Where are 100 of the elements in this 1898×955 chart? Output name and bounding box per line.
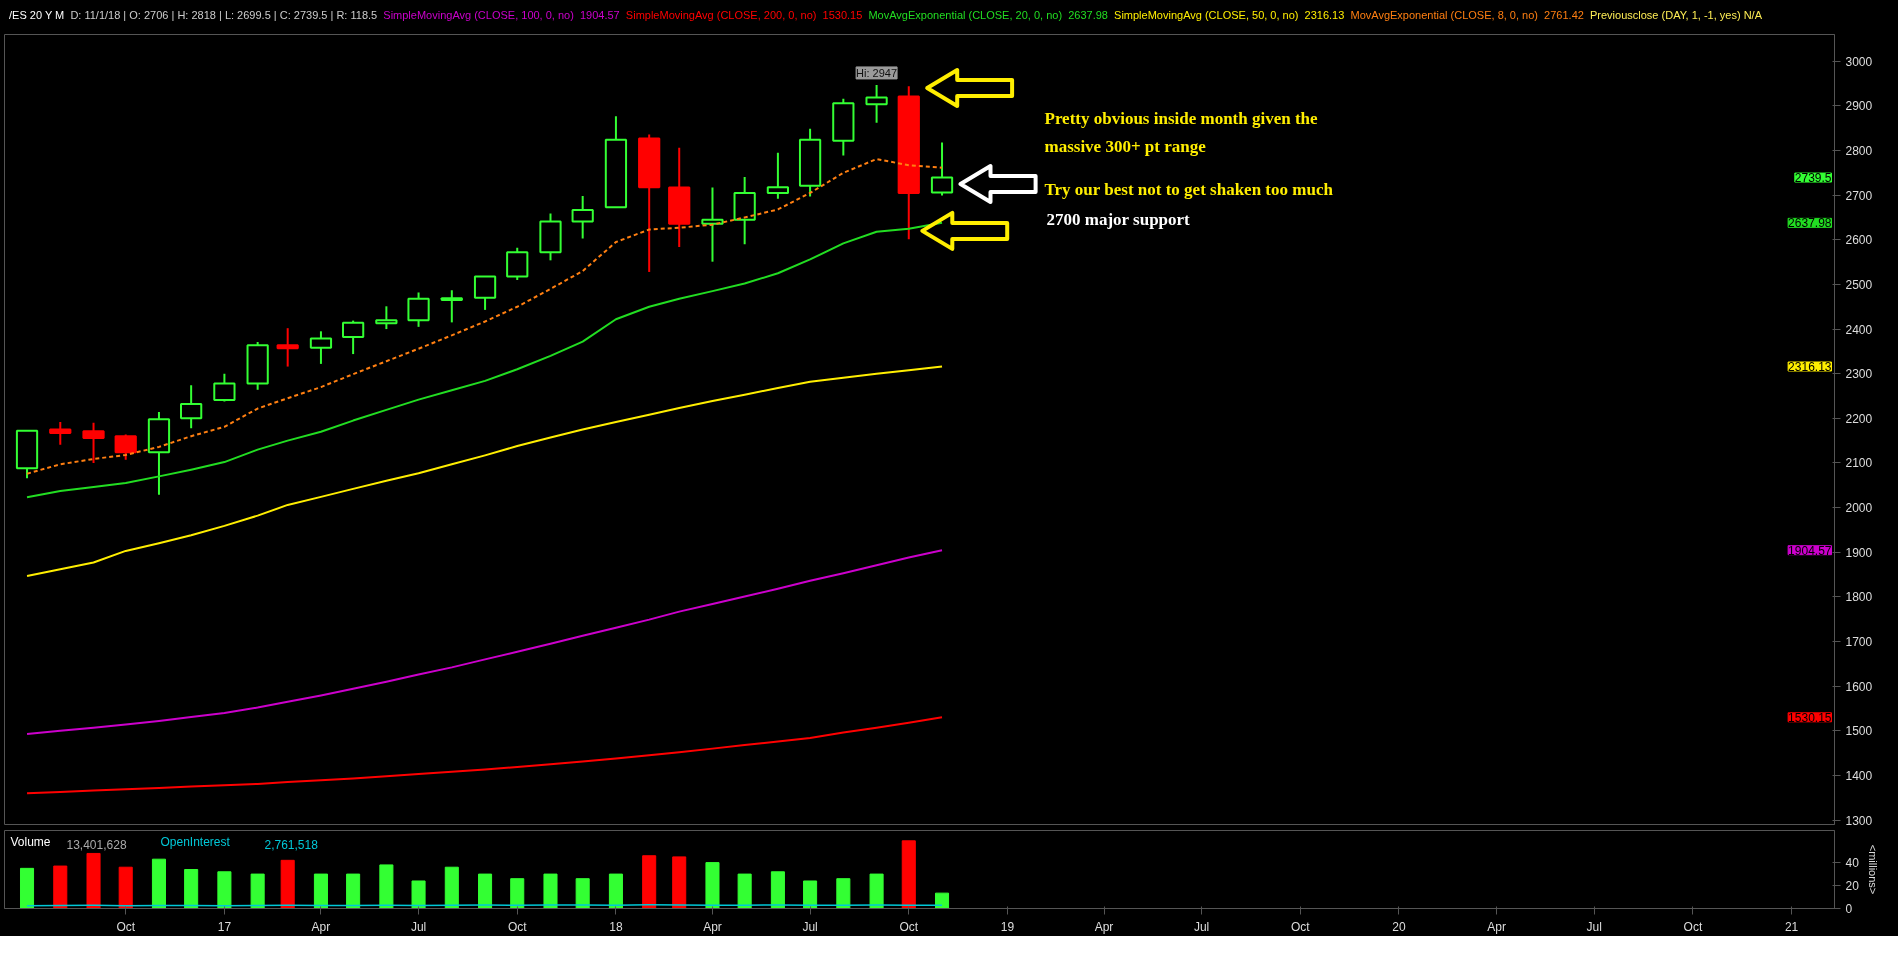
bar — [118, 866, 133, 909]
series-label: Volume — [10, 834, 51, 849]
bar — [20, 867, 35, 909]
bar — [836, 878, 851, 909]
y-tick-label: 40 — [1845, 856, 1860, 871]
x-tick-label: Jul — [1193, 919, 1210, 934]
y-tick-label: 0 — [1845, 902, 1853, 916]
x-tick-label: 17 — [217, 919, 232, 934]
y-tick-label: 2200 — [1845, 411, 1873, 426]
y-tick-label: 2000 — [1845, 501, 1873, 516]
x-tick-label: Oct — [1290, 919, 1311, 934]
chart-subtitle: D: 11/1/18 | O: 2706 | H: 2818 | L: 2699.5 | C: 2739.5 | R: 118.5 — [70, 9, 378, 21]
y-tick-label: 2100 — [1845, 456, 1873, 471]
y-tick-label: 1300 — [1845, 813, 1873, 828]
candlestick — [180, 384, 203, 430]
y-tick-label: 2600 — [1845, 233, 1873, 248]
candlestick — [82, 421, 105, 464]
y-tick-label: 1400 — [1845, 768, 1873, 783]
bar — [608, 873, 623, 909]
bar — [379, 864, 394, 909]
x-tick-label: Jul — [802, 919, 818, 934]
y-axis-title: <millions> — [1866, 844, 1879, 895]
bar — [250, 873, 265, 909]
candlestick — [309, 330, 333, 365]
bar — [444, 866, 459, 909]
chart-title: /ES 20 Y M — [9, 9, 65, 21]
bar — [280, 859, 295, 909]
text: MovAvgExponential (CLOSE, 8, 0, no) 2761.42 — [1350, 9, 1584, 21]
annotation: Pretty obvious inside month given the massive 300+ pt range — [1044, 108, 1319, 156]
text: MovAvgExponential (CLOSE, 20, 0, no) 2637.98 — [868, 9, 1108, 21]
text: SimpleMovingAvg (CLOSE, 100, 0, no) 1904.57 — [383, 9, 620, 21]
bar — [803, 880, 818, 909]
line-series — [26, 365, 944, 577]
candlestick — [375, 305, 398, 331]
bar — [151, 858, 166, 909]
y-tick-label: 2800 — [1845, 144, 1873, 159]
candlestick — [865, 83, 888, 124]
bar — [869, 873, 884, 909]
bar — [705, 862, 720, 909]
bar — [935, 892, 950, 909]
x-tick-label: Apr — [311, 919, 331, 934]
annotation: Hi: 2947 — [856, 66, 898, 79]
bar — [543, 873, 558, 909]
candlestick — [49, 420, 72, 446]
bar — [642, 855, 657, 909]
line-series — [26, 221, 944, 499]
text: SimpleMovingAvg (CLOSE, 50, 0, no) 2316.13 — [1114, 9, 1345, 21]
annotation: 2637.98 — [1788, 216, 1832, 231]
bar — [86, 852, 101, 909]
bar — [53, 865, 68, 909]
text: SimpleMovingAvg (CLOSE, 200, 0, no) 1530.15 — [625, 9, 863, 21]
x-tick-label: Apr — [703, 919, 722, 934]
candlestick — [213, 372, 236, 403]
x-tick-label: Apr — [1487, 919, 1506, 934]
y-tick-label: 1600 — [1845, 679, 1873, 694]
candlestick — [407, 291, 430, 328]
line-series — [26, 549, 944, 735]
bar — [770, 871, 785, 909]
bar — [575, 878, 590, 909]
y-tick-label: 1900 — [1845, 545, 1873, 560]
y-tick-label: 2300 — [1845, 367, 1873, 382]
bar — [672, 856, 687, 909]
x-tick-label: Oct — [1683, 919, 1703, 934]
line-series — [26, 716, 944, 795]
annotation: 2316.13 — [1788, 360, 1832, 375]
x-tick-label: Jul — [1586, 919, 1602, 934]
candlestick — [276, 327, 299, 368]
x-tick-label: 21 — [1784, 919, 1799, 934]
y-tick-label: 1500 — [1845, 724, 1873, 739]
bar — [411, 880, 426, 909]
y-tick-label: 2900 — [1845, 99, 1873, 114]
x-tick-label: Oct — [507, 919, 528, 934]
x-tick-label: 20 — [1392, 919, 1406, 934]
bar — [901, 840, 916, 909]
line-series — [26, 158, 944, 475]
annotation: 13,401,628 — [66, 837, 127, 852]
candlestick — [342, 319, 365, 356]
y-tick-label: 2700 — [1845, 188, 1873, 203]
y-tick-label: 1700 — [1845, 635, 1873, 650]
candlestick — [930, 141, 954, 197]
x-tick-label: Oct — [116, 919, 136, 934]
annotation: 2700 major support — [1046, 210, 1191, 229]
bar — [510, 878, 525, 909]
x-tick-label: 19 — [1000, 919, 1015, 934]
bar — [184, 869, 199, 909]
text: Previousclose (DAY, 1, -1, yes) N/A — [1590, 9, 1762, 21]
candlestick — [440, 289, 463, 324]
annotation: 1530.15 — [1788, 710, 1832, 725]
y-tick-label: 2500 — [1845, 277, 1873, 292]
bar — [346, 873, 361, 909]
x-tick-label: Jul — [410, 919, 427, 934]
y-tick-label: 20 — [1845, 879, 1860, 894]
candlestick — [473, 275, 497, 311]
candlestick — [114, 433, 137, 461]
y-tick-label: 1800 — [1845, 590, 1873, 605]
x-tick-label: Apr — [1094, 919, 1114, 934]
y-tick-label: 3000 — [1845, 54, 1873, 69]
annotation: 1904.57 — [1788, 543, 1832, 558]
bar — [737, 873, 752, 909]
annotation: Try our best not to get shaken too much — [1044, 179, 1334, 199]
